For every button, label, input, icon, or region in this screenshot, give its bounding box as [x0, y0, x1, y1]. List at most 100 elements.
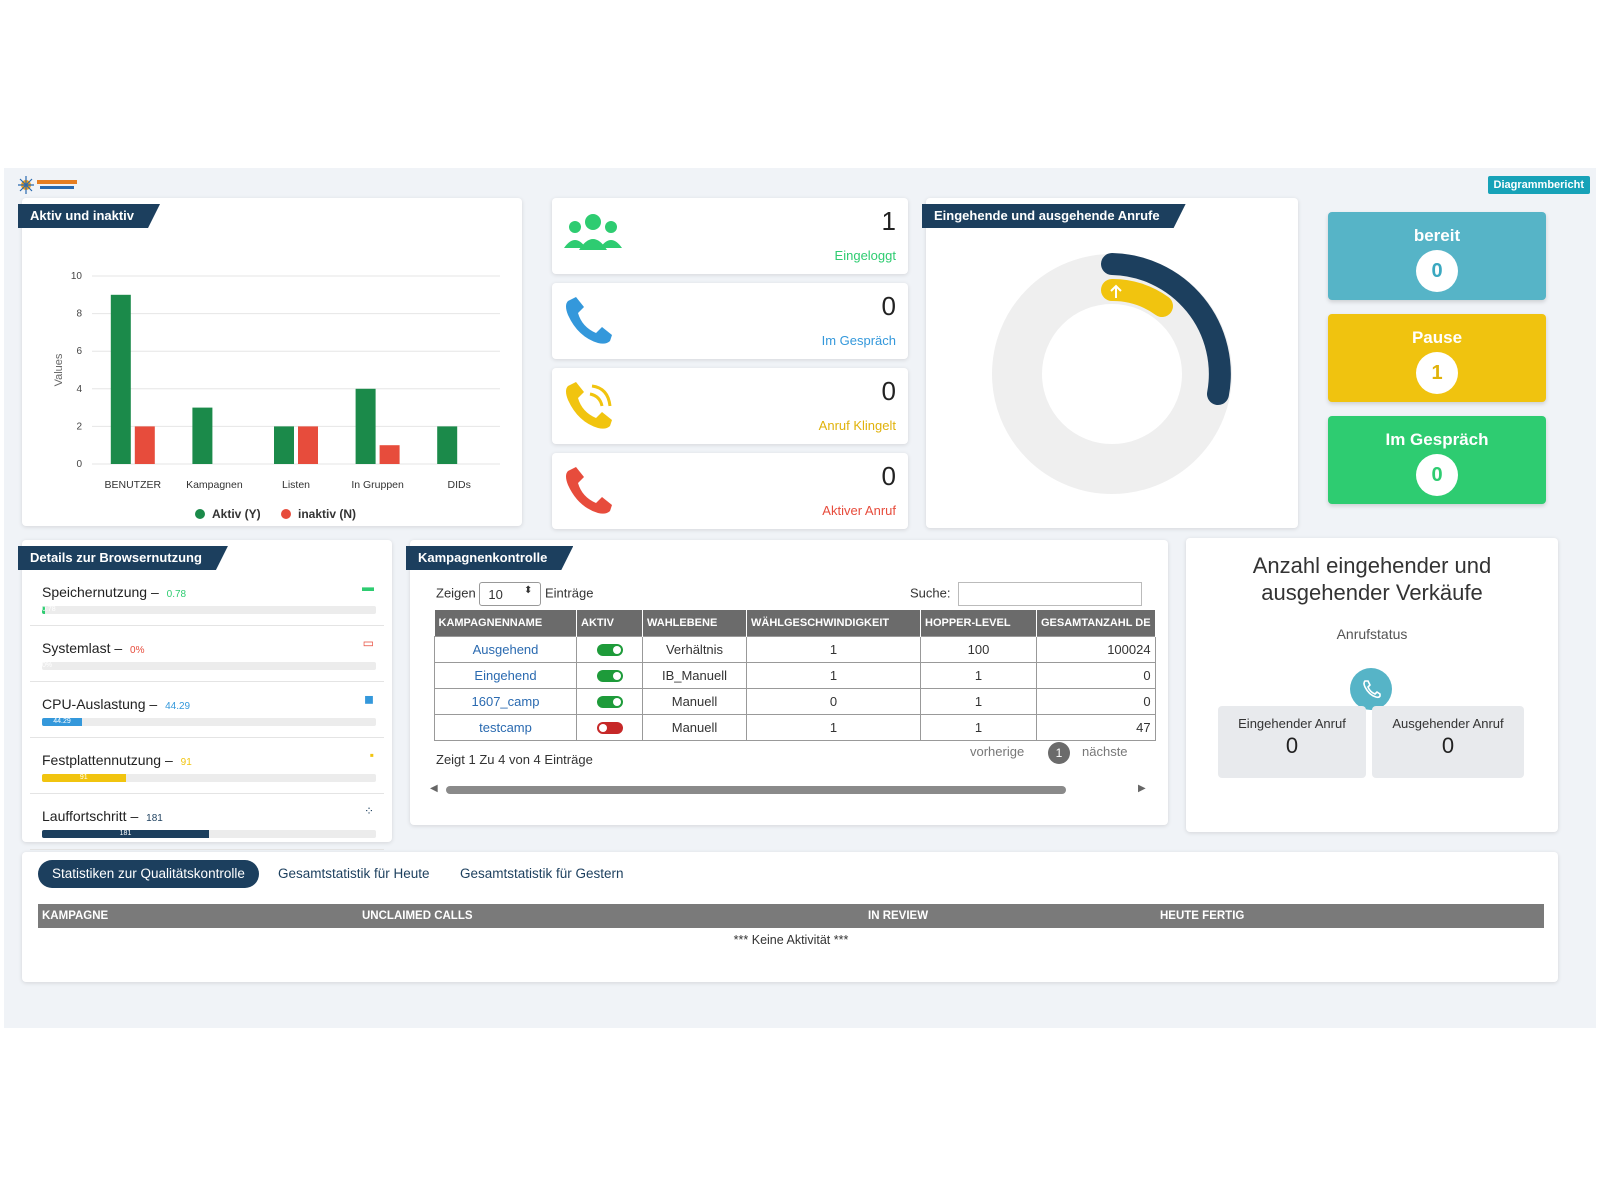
usage-bar-fill: 181: [42, 830, 209, 838]
column-header[interactable]: WÄHLGESCHWINDIGKEIT: [746, 610, 921, 636]
stat-card-ringing: 0 Anruf Klingelt: [552, 368, 908, 444]
inout-calls-card: Eingehende und ausgehende Anrufe: [926, 198, 1298, 528]
spinner-icon: ⁘: [363, 804, 374, 818]
logged-in-count: 1: [881, 206, 896, 236]
prev-page-link[interactable]: vorherige: [970, 744, 1025, 759]
bar-aktivy: [192, 407, 213, 464]
col-unclaimed[interactable]: UNCLAIMED CALLS: [358, 904, 864, 928]
usage-bar-track: 0%: [42, 662, 376, 670]
bar-inaktivn: [298, 426, 318, 464]
usage-name: Speichernutzung – 0.78: [42, 584, 187, 600]
legend-label: inaktiv (N): [298, 507, 356, 521]
logged-in-label: Eingeloggt: [834, 248, 896, 263]
stat-card-in-call: 0 Im Gespräch: [552, 283, 908, 359]
campaign-name-link[interactable]: 1607_camp: [434, 687, 577, 715]
phone-icon: [566, 297, 612, 344]
users-icon: [564, 214, 622, 250]
page-size-value: 10: [488, 587, 503, 602]
usage-name: CPU-Auslastung – 44.29: [42, 696, 191, 712]
y-tick-label: 0: [76, 459, 82, 470]
usage-bar-track: 91: [42, 774, 376, 782]
usage-bar-track: 0.78: [42, 606, 376, 614]
outgoing-call-value: 0: [1441, 733, 1455, 758]
usage-name: Festplattennutzung – 91: [42, 752, 192, 768]
y-tick-label: 8: [76, 309, 82, 320]
active-cell: [576, 635, 643, 663]
total-cell: 100024: [1036, 635, 1156, 663]
dial-level-cell: Manuell: [642, 687, 747, 715]
monitor-icon: ▭: [362, 636, 374, 650]
campaign-control-card: Kampagnenkontrolle Zeigen 10 ⬍ Einträge …: [410, 540, 1168, 825]
active-cell: [576, 687, 643, 715]
search-label: Suche:: [910, 585, 951, 601]
select-arrow-icon: ⬍: [523, 585, 533, 596]
legend-marker: [195, 509, 205, 519]
y-tick-label: 2: [76, 421, 82, 432]
col-heute-fertig[interactable]: HEUTE FERTIG: [1156, 904, 1544, 928]
next-page-link[interactable]: nächste: [1082, 744, 1128, 759]
bar-aktivy: [437, 426, 458, 464]
inout-calls-donut: [992, 253, 1232, 494]
tab-yesterday-stats[interactable]: Gesamtstatistik für Gestern: [460, 866, 624, 881]
column-header[interactable]: KAMPAGNENNAME: [434, 610, 577, 636]
column-header[interactable]: AKTIV: [576, 610, 643, 636]
dial-speed-cell: 0: [746, 687, 921, 715]
usage-value: 181: [146, 813, 163, 824]
dial-speed-cell: 1: [746, 661, 921, 689]
phone-active-icon: [566, 467, 612, 514]
campaign-name-link[interactable]: testcamp: [434, 713, 577, 741]
search-input[interactable]: [958, 582, 1143, 606]
x-tick-label: DIDs: [448, 479, 471, 491]
column-header[interactable]: HOPPER-LEVEL: [920, 610, 1037, 636]
scroll-right-icon[interactable]: ▶: [1138, 783, 1146, 794]
outgoing-call-label: Ausgehender Anruf: [1392, 716, 1504, 731]
campaign-name-link[interactable]: Eingehend: [434, 661, 577, 689]
tab-quality-stats[interactable]: Statistiken zur Qualitätskontrolle: [38, 860, 259, 888]
active-toggle[interactable]: [596, 722, 623, 735]
col-in-review[interactable]: IN REVIEW: [864, 904, 1156, 928]
legend-marker: [281, 509, 291, 519]
active-toggle[interactable]: [596, 670, 623, 683]
tab-today-stats[interactable]: Gesamtstatistik für Heute: [278, 866, 430, 881]
usage-bar-track: 181: [42, 830, 376, 838]
x-tick-label: Kampagnen: [186, 479, 243, 491]
in-call-count: 0: [881, 291, 896, 321]
entries-label: Einträge: [545, 585, 594, 601]
browser-usage-card: Details zur Browsernutzung Speichernutzu…: [22, 540, 392, 850]
usage-value: 0.78: [166, 589, 187, 600]
stat-card-active-call: 0 Aktiver Anruf: [552, 453, 908, 529]
diagram-report-button[interactable]: Diagrammbericht: [1487, 176, 1590, 194]
col-kampagne[interactable]: KAMPAGNE: [38, 904, 358, 928]
legend-label: Aktiv (Y): [212, 507, 261, 521]
horizontal-scrollbar[interactable]: [446, 786, 1066, 794]
usage-value: 91: [180, 757, 192, 768]
column-header[interactable]: WAHLEBENE: [642, 610, 747, 636]
status-in-call-label: Im Gespräch: [1385, 430, 1489, 449]
usage-row: CPU-Auslastung – 44.29 ◼ 44.29: [30, 682, 384, 738]
table-row: Ausgehend Verhältnis 1 100 100024: [434, 635, 1156, 663]
stat-card-logged-in: 1 Eingeloggt: [552, 198, 908, 274]
x-tick-label: In Gruppen: [351, 479, 404, 491]
status-ready-label: bereit: [1413, 226, 1461, 245]
column-header[interactable]: GESAMTANZAHL DE: [1036, 610, 1156, 636]
incoming-call-value: 0: [1285, 733, 1299, 758]
campaign-name-link[interactable]: Ausgehend: [434, 635, 577, 663]
sales-subtitle: Anrufstatus: [1336, 626, 1408, 642]
call-status-icon[interactable]: [1350, 668, 1392, 710]
usage-bar-track: 44.29: [42, 718, 376, 726]
status-pause-count: 1: [1416, 352, 1458, 394]
table-row: testcamp Manuell 1 1 47: [434, 713, 1156, 741]
page-size-select[interactable]: 10 ⬍: [479, 582, 542, 606]
current-page[interactable]: 1: [1048, 742, 1070, 764]
hopper-level-cell: 1: [920, 661, 1037, 689]
sales-card: Anzahl eingehender und ausgehender Verkä…: [1186, 538, 1558, 832]
dial-level-cell: Manuell: [642, 713, 747, 741]
active-toggle[interactable]: [596, 696, 623, 709]
status-ready: bereit 0: [1328, 212, 1546, 300]
active-toggle[interactable]: [596, 644, 623, 657]
quality-table: KAMPAGNE UNCLAIMED CALLS IN REVIEW HEUTE…: [38, 904, 1544, 952]
usage-row: Festplattennutzung – 91 ▪ 91: [30, 738, 384, 794]
total-cell: 47: [1036, 713, 1156, 741]
scroll-left-icon[interactable]: ◀: [430, 783, 438, 794]
usage-name: Systemlast – 0%: [42, 640, 145, 656]
